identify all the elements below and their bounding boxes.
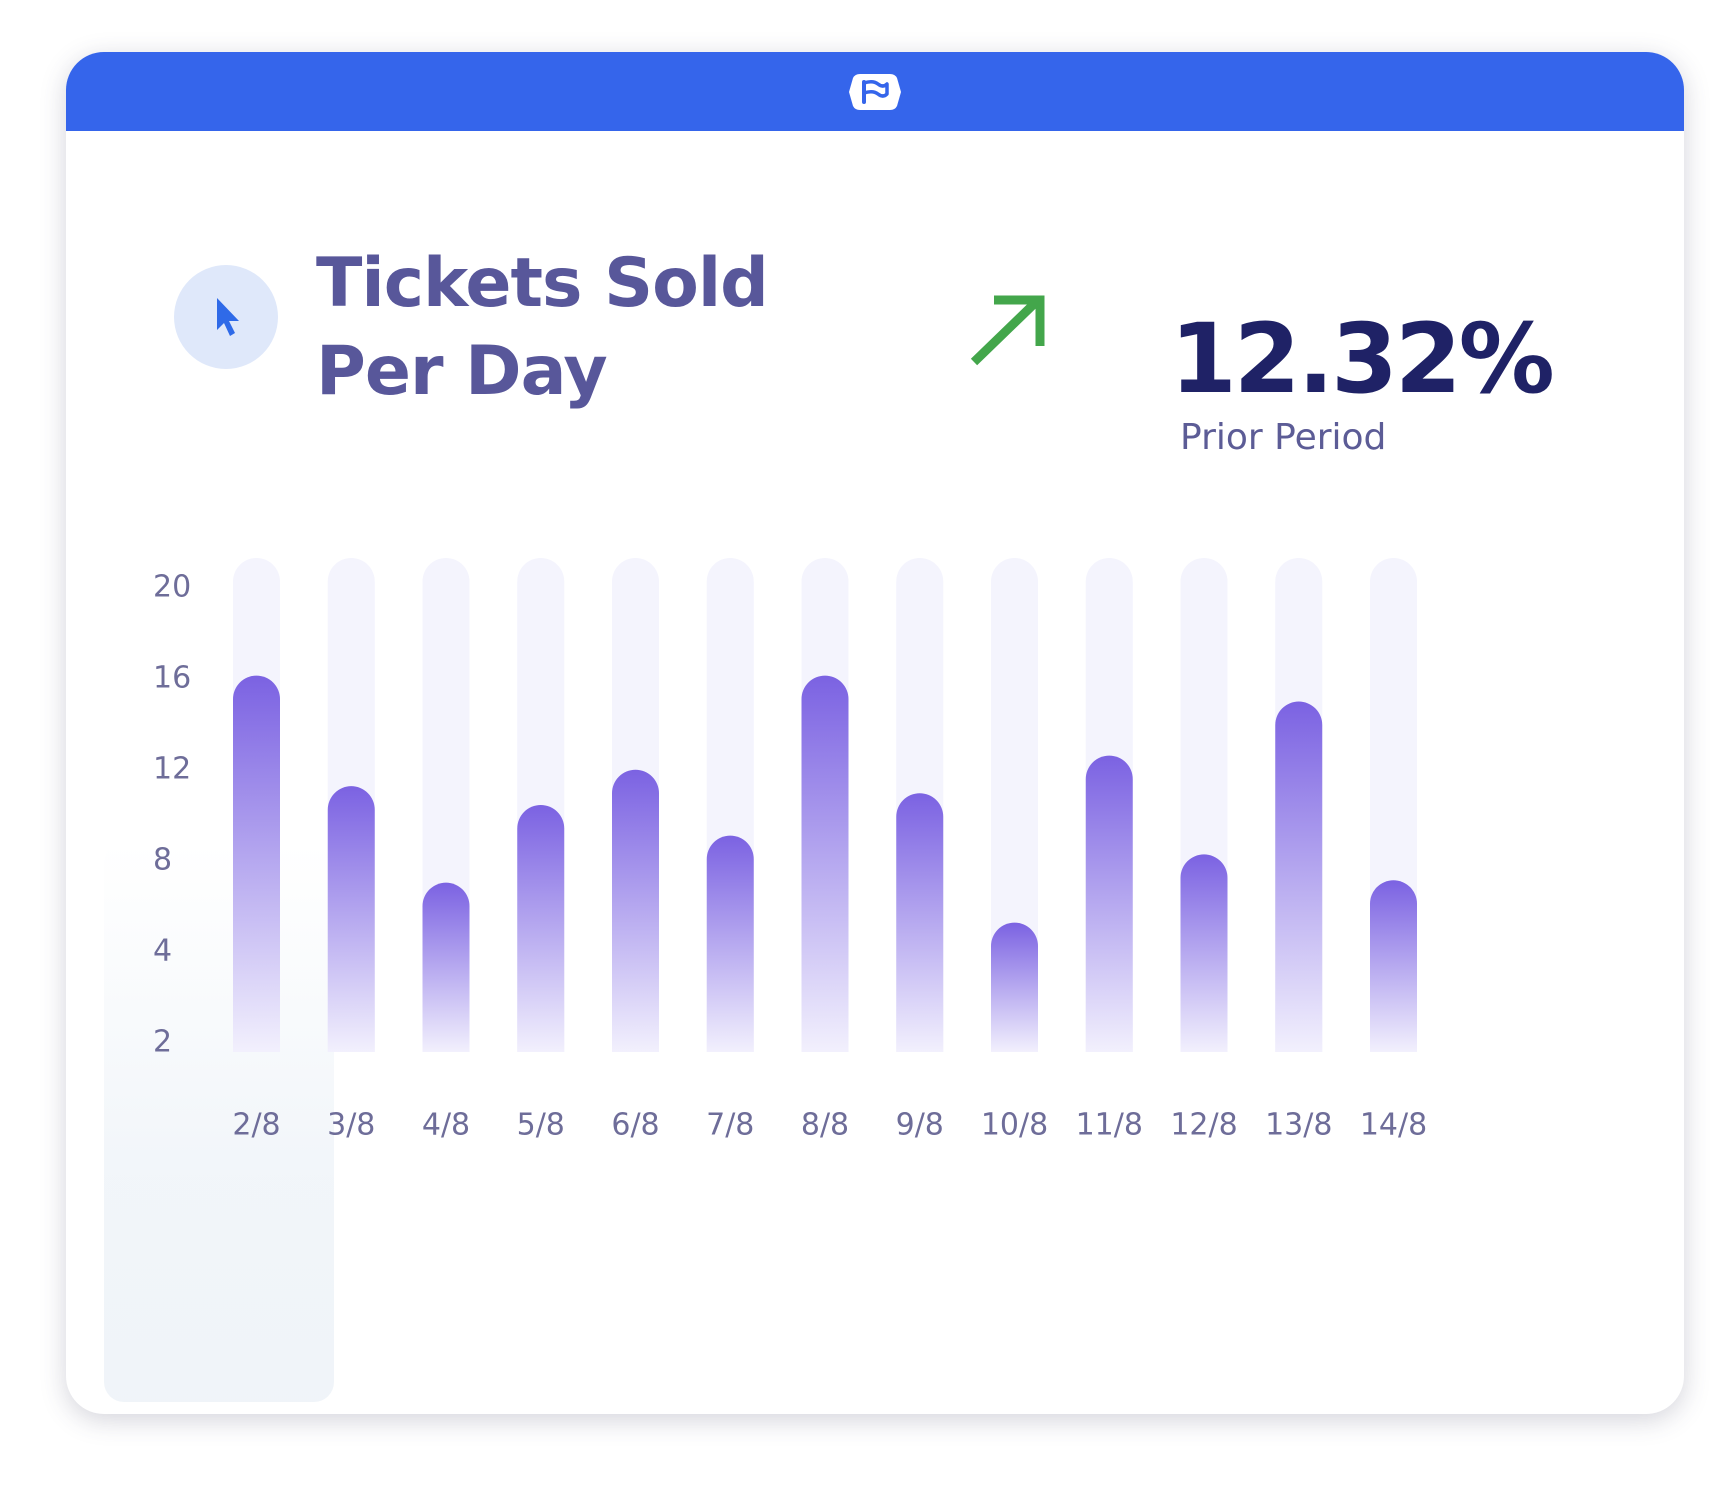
y-axis: 20 16 12 8 4 2 — [153, 570, 191, 1060]
x-tick-label: 7/8 — [706, 1108, 754, 1143]
x-tick-label: 10/8 — [981, 1108, 1048, 1143]
bar-2-8[interactable] — [233, 675, 280, 1052]
chart-title-line-2: Per Day — [316, 332, 608, 411]
x-tick-label: 14/8 — [1360, 1108, 1427, 1143]
bars — [233, 675, 1417, 1052]
x-tick-label: 9/8 — [896, 1108, 944, 1143]
bar-6-8[interactable] — [612, 769, 659, 1052]
x-tick-label: 13/8 — [1265, 1108, 1332, 1143]
y-tick-label: 4 — [153, 934, 172, 969]
x-tick-label: 2/8 — [232, 1108, 280, 1143]
chart-title: Tickets Sold Per Day — [316, 240, 769, 416]
tickets-bar-chart: 20 16 12 8 4 2 2/8 3/8 4/8 5/8 6/8 7/8 8/8 9/8 10/8 11… — [153, 558, 1427, 1143]
x-tick-label: 3/8 — [327, 1108, 375, 1143]
cursor-arrow-icon — [217, 298, 239, 336]
bar-9-8[interactable] — [896, 793, 944, 1052]
y-tick-label: 16 — [153, 661, 191, 696]
bar-12-8[interactable] — [1180, 854, 1228, 1052]
bar-11-8[interactable] — [1085, 755, 1133, 1052]
tickets-card: Tickets Sold Per Day 12.32% Prior Period… — [66, 52, 1684, 1414]
bar-3-8[interactable] — [327, 786, 375, 1052]
cursor-badge — [174, 265, 278, 369]
y-tick-label: 20 — [153, 570, 191, 605]
y-tick-label: 8 — [153, 843, 172, 878]
trend-up-arrow-icon — [970, 295, 1045, 366]
x-tick-label: 11/8 — [1076, 1108, 1143, 1143]
bar-14-8[interactable] — [1370, 880, 1417, 1052]
chart-title-line-1: Tickets Sold — [316, 244, 769, 323]
x-tick-label: 8/8 — [801, 1108, 849, 1143]
x-tick-label: 12/8 — [1170, 1108, 1237, 1143]
x-tick-label: 6/8 — [611, 1108, 659, 1143]
bar-5-8[interactable] — [517, 805, 565, 1052]
x-tick-label: 4/8 — [422, 1108, 470, 1143]
y-tick-label: 12 — [153, 752, 191, 787]
bar-10-8[interactable] — [991, 922, 1038, 1052]
x-axis: 2/8 3/8 4/8 5/8 6/8 7/8 8/8 9/8 10/8 11/8 12/8 13/8… — [232, 1108, 1427, 1143]
card-header — [66, 52, 1684, 131]
growth-label: Prior Period — [1180, 417, 1387, 458]
bar-13-8[interactable] — [1275, 701, 1323, 1052]
growth-percentage: 12.32% — [1170, 303, 1555, 415]
flag-logo-icon[interactable] — [848, 71, 902, 113]
bar-7-8[interactable] — [706, 835, 754, 1052]
bar-8-8[interactable] — [801, 675, 849, 1052]
bar-4-8[interactable] — [422, 882, 470, 1052]
x-tick-label: 5/8 — [517, 1108, 565, 1143]
y-tick-label: 2 — [153, 1025, 172, 1060]
